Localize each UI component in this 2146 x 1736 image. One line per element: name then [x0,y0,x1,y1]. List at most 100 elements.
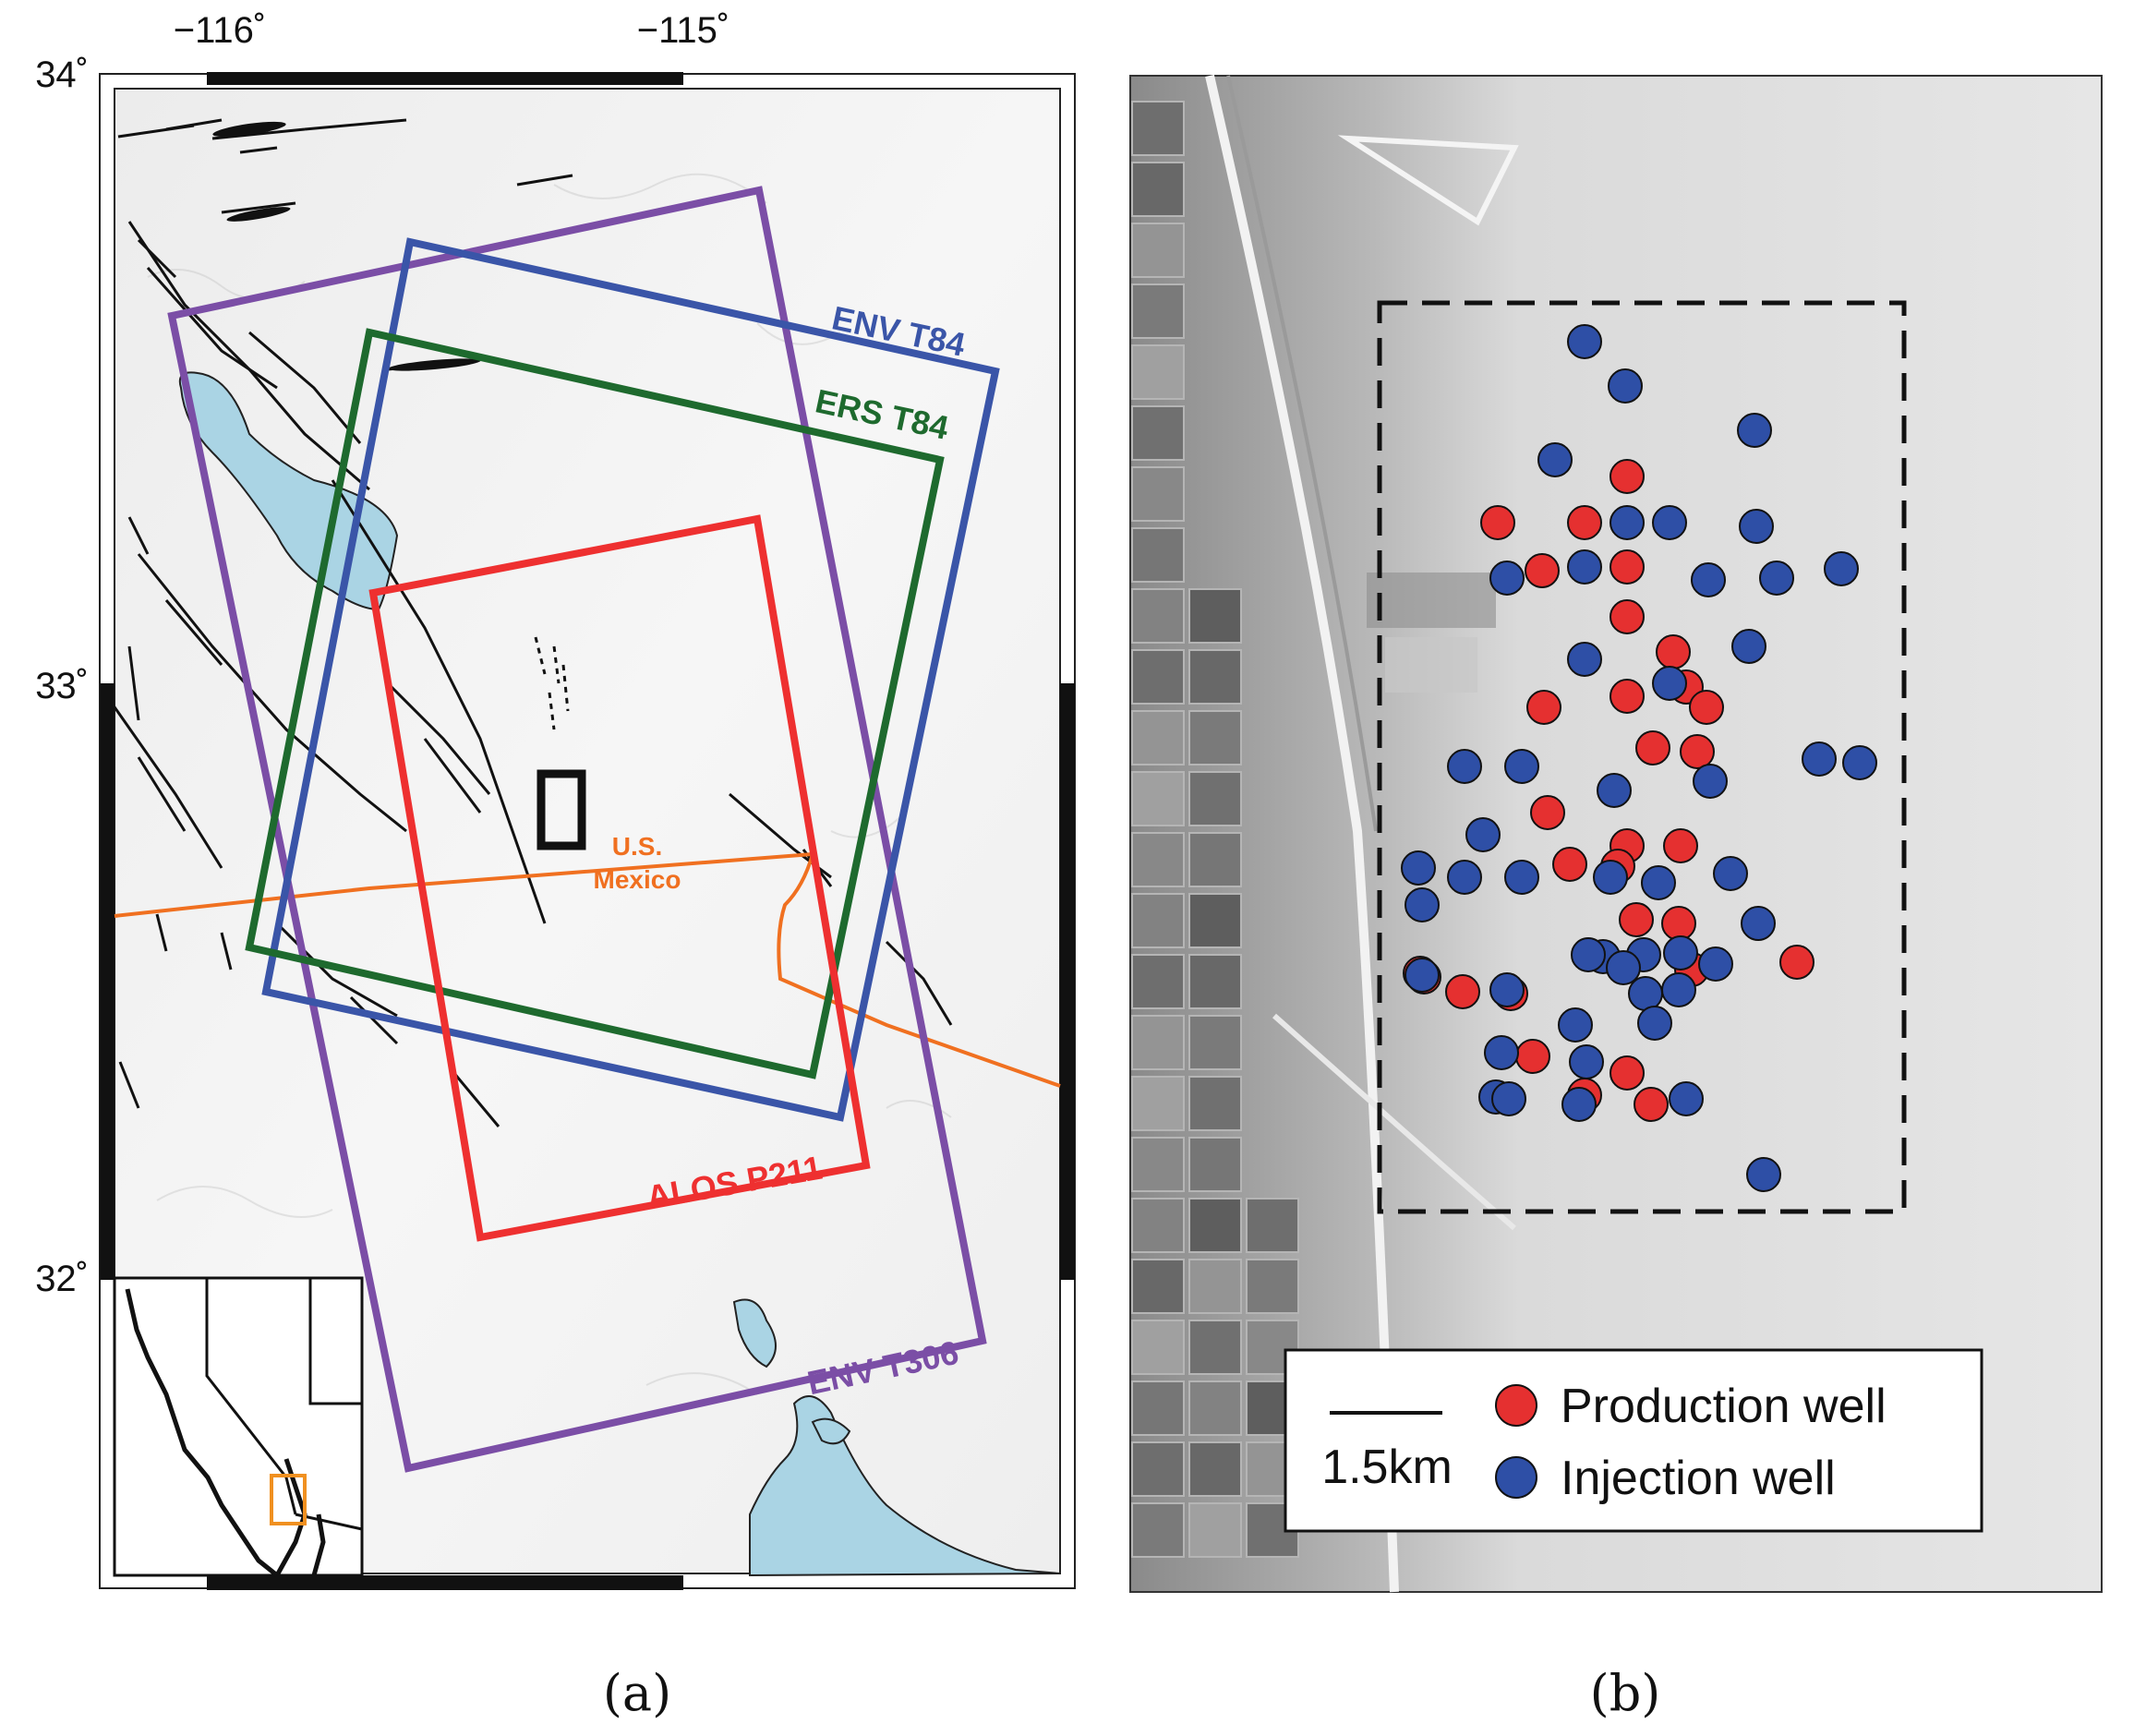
field-plot [1131,893,1185,948]
production-well-marker [1610,459,1645,494]
field-plot [1188,649,1242,705]
production-well-marker [1689,690,1724,725]
frame-ers-t84 [245,328,945,1079]
field-plot [1131,1502,1185,1558]
frame-env-t84 [261,237,1000,1122]
production-well-marker [1480,505,1515,540]
panel-b-satellite: 1.5km Production well Injection well (b) [1129,74,2103,1722]
field-plot [1188,832,1242,887]
injection-well-marker [1824,551,1859,586]
injection-well-marker [1669,1081,1704,1116]
field-plot [1188,1198,1242,1253]
field-plot [1131,1380,1185,1436]
field-plot [1188,1076,1242,1131]
field-plot [1131,527,1185,583]
legend-injection-label: Injection well [1561,1452,1836,1505]
injection-well-marker [1741,906,1776,941]
injection-well-marker [1489,972,1525,1007]
lon-tick-115: −115˚ [637,10,729,51]
left-frame-bar [100,683,115,1280]
injection-well-marker [1504,749,1539,784]
field-plot [1188,588,1242,644]
field-plot [1131,1015,1185,1070]
field-plot [1131,162,1185,217]
injection-well-marker [1484,1035,1519,1070]
panel-a-caption: (a) [603,1664,671,1722]
production-well-marker [1610,599,1645,634]
production-well-marker [1610,679,1645,714]
legend-injection-marker [1495,1456,1537,1499]
legend: 1.5km Production well Injection well [1284,1348,1983,1533]
fault-lines [109,118,953,1127]
inset-study-box [270,1474,307,1525]
injection-well-marker [1569,1044,1604,1079]
field-plot [1246,1259,1299,1314]
injection-well-marker [1405,958,1440,993]
field-plot [1131,283,1185,339]
production-well-marker [1635,730,1670,766]
injection-well-marker [1401,850,1436,886]
field-plot [1246,1198,1299,1253]
field-plot [1131,466,1185,522]
production-well-marker [1634,1087,1669,1122]
injection-well-marker [1842,745,1877,780]
lon-tick-116: −116˚ [174,10,266,51]
injection-well-marker [1567,324,1602,359]
road [1272,1013,1516,1231]
field-plot [1131,223,1185,278]
production-well-marker [1619,902,1654,937]
injection-well-marker [1739,509,1774,544]
production-well-marker [1567,505,1602,540]
injection-well-marker [1759,561,1794,596]
injection-well-marker [1802,741,1837,777]
injection-well-marker [1628,976,1663,1011]
production-well-marker [1661,906,1696,941]
injection-well-marker [1652,666,1687,701]
lat-tick-34: 34˚ [35,54,89,95]
production-well-marker [1515,1039,1550,1074]
injection-well-marker [1537,442,1573,477]
field-plot [1131,1198,1185,1253]
production-well-marker [1656,634,1691,669]
field-plot [1188,1380,1242,1436]
field-plot [1188,1441,1242,1497]
field-plot [1188,893,1242,948]
field-plot [1188,1502,1242,1558]
dark-field-patch [1367,573,1496,628]
colorado-delta-water [732,1298,777,1368]
field-plot [1131,649,1185,705]
injection-well-marker [1610,505,1645,540]
lat-tick-33: 33˚ [35,666,89,706]
fault-dashed-cluster [534,636,570,730]
canal-edge [1226,75,1378,832]
injection-well-marker [1731,629,1766,664]
production-well-marker [1610,549,1645,585]
field-plot [1131,771,1185,826]
field-plot [1131,405,1185,461]
field-plot [1188,1320,1242,1375]
injection-well-marker [1405,887,1440,922]
production-well-marker [1610,1055,1645,1091]
field-plot [1131,1441,1185,1497]
frame-env-t306 [167,186,987,1473]
lat-tick-32: 32˚ [35,1259,89,1299]
injection-well-marker [1571,937,1606,972]
injection-well-marker [1567,549,1602,585]
legend-production-label: Production well [1561,1380,1887,1433]
salton-sea [178,371,399,611]
production-well-marker [1445,974,1480,1009]
field-plot [1188,771,1242,826]
frame-alos-p211 [368,514,871,1242]
field-plot [1131,1320,1185,1375]
us-mexico-border [114,852,814,918]
production-well-marker [1526,690,1561,725]
legend-box [1284,1348,1983,1533]
production-well-marker [1680,734,1715,769]
injection-well-marker [1661,972,1696,1007]
legend-production-marker [1495,1384,1537,1427]
field-plot [1131,1137,1185,1192]
field-plot [1131,344,1185,400]
production-well-marker [1525,553,1560,588]
delta-island [811,1417,851,1445]
